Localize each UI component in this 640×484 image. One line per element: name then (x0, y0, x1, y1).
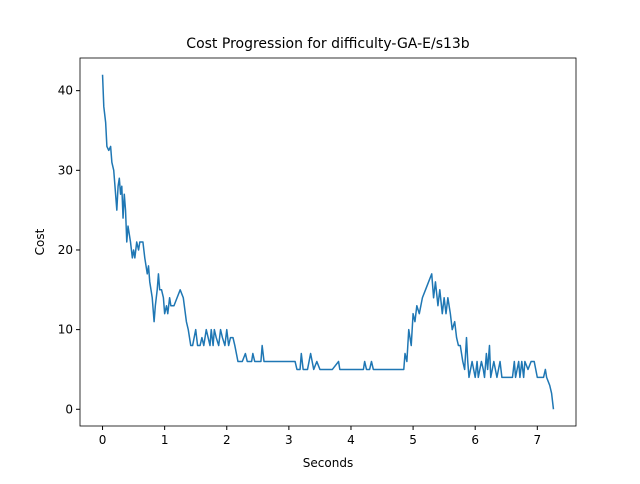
x-tick-label: 0 (99, 433, 107, 447)
x-tick-label: 2 (223, 433, 231, 447)
x-tick-label: 6 (471, 433, 479, 447)
y-tick-label: 0 (65, 402, 73, 416)
x-tick-label: 4 (347, 433, 355, 447)
x-tick-label: 5 (409, 433, 417, 447)
x-axis-label: Seconds (303, 456, 353, 470)
x-tick-label: 1 (161, 433, 169, 447)
y-tick-label: 10 (58, 323, 73, 337)
y-tick-label: 20 (58, 243, 73, 257)
y-axis-label: Cost (33, 228, 47, 255)
y-tick-label: 30 (58, 163, 73, 177)
x-tick-label: 7 (533, 433, 541, 447)
line (101, 74, 555, 410)
chart-title: Cost Progression for difficulty-GA-E/s13… (186, 36, 470, 52)
y-tick-label: 40 (58, 84, 73, 98)
x-tick-label: 3 (285, 433, 293, 447)
plot-frame (79, 57, 577, 427)
